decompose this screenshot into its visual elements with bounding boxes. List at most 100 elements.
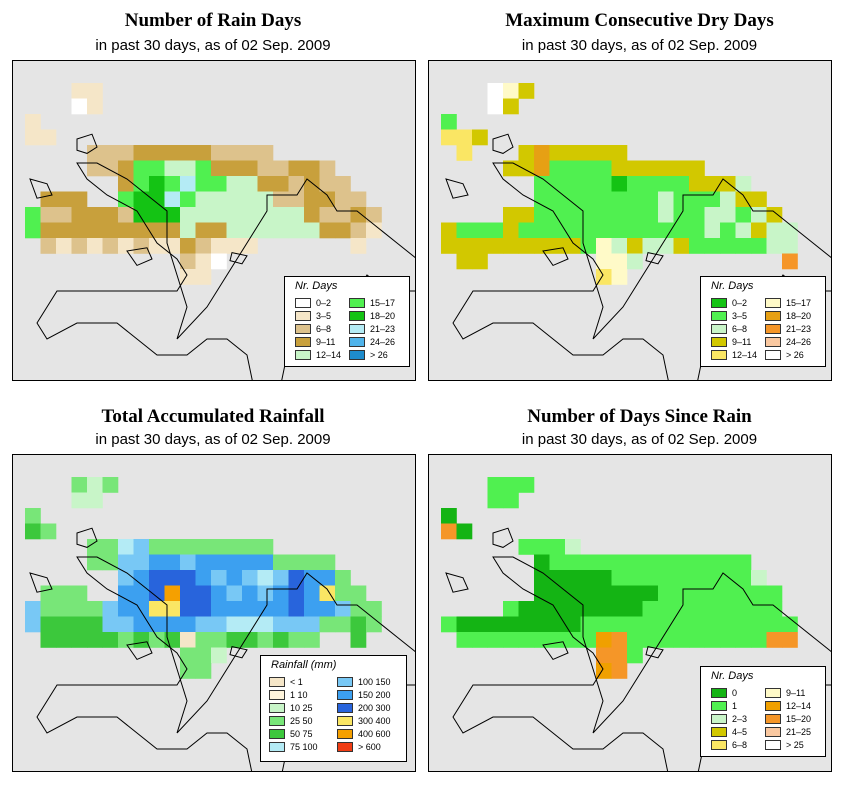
grid-cell [658, 632, 674, 648]
legend-swatch [337, 715, 353, 726]
grid-cell [456, 632, 473, 648]
grid-cell [226, 616, 243, 633]
legend-swatch [295, 297, 311, 308]
grid-cell [25, 601, 41, 617]
grid-cell [782, 616, 798, 633]
legend-item: 1 10 [269, 688, 308, 700]
grid-cell [226, 238, 243, 254]
grid-cell [226, 539, 243, 555]
grid-cell [118, 145, 134, 161]
islet-outline [445, 178, 469, 199]
grid-cell [627, 176, 643, 192]
grid-cell [164, 145, 181, 161]
legend-swatch [295, 323, 311, 334]
legend-swatch [349, 323, 365, 334]
map-svg [441, 83, 831, 380]
grid-cell [288, 191, 305, 208]
grid-cell [25, 207, 41, 223]
grid-cell [689, 601, 705, 617]
grid-cell [195, 601, 212, 617]
grid-cell [580, 160, 597, 177]
legend-swatch [269, 728, 285, 739]
legend-label: 10 25 [290, 702, 313, 713]
legend-label: > 25 [786, 739, 804, 750]
grid-cell [319, 616, 336, 633]
grid-cell [226, 632, 243, 648]
grid-cell [441, 222, 457, 239]
legend-label: 25 50 [290, 715, 313, 726]
legend-swatch [269, 741, 285, 752]
grid-cell [627, 554, 643, 571]
legend: Nr. Days 0–2 3–5 6–8 9–11 12–14 15–17 18… [284, 276, 410, 367]
grid-cell [611, 554, 628, 571]
grid-cell [534, 539, 550, 555]
grid-cell [164, 160, 181, 177]
panel-subtitle: in past 30 days, as of 02 Sep. 2009 [95, 37, 331, 54]
legend-swatch [711, 726, 727, 737]
grid-cell [350, 601, 367, 617]
grid-cell [118, 632, 134, 648]
grid-cell [642, 160, 659, 177]
grid-cell [149, 191, 165, 208]
grid-cell [87, 83, 103, 99]
legend-label: > 26 [786, 349, 804, 360]
legend-label: 3–5 [732, 310, 748, 321]
legend-swatch [295, 310, 311, 321]
grid-cell [304, 554, 320, 571]
grid-cell [211, 176, 227, 192]
grid-cell [503, 601, 519, 617]
grid-cell [689, 632, 705, 648]
grid-cell [87, 492, 103, 509]
legend-item: 15–20 [765, 712, 811, 724]
grid-cell [565, 570, 581, 586]
legend-item: 9–11 [765, 686, 805, 698]
grid-cell [658, 176, 674, 192]
legend-label: < 1 [290, 676, 303, 687]
grid-cell [487, 222, 504, 239]
grid-cell [180, 207, 196, 223]
grid-cell [441, 114, 457, 130]
grid-cell [226, 145, 243, 161]
island-outline [36, 162, 415, 380]
grid-cell [335, 207, 351, 223]
grid-cell [611, 176, 628, 192]
grid-cell [149, 601, 165, 617]
grid-cell [56, 616, 72, 633]
grid-cell [658, 160, 674, 177]
grid-cell [226, 207, 243, 223]
grid-cell [518, 160, 535, 177]
grid-cell [596, 585, 612, 602]
grid-cell [118, 539, 134, 555]
islet-outline [29, 178, 53, 199]
grid-cell [87, 539, 103, 555]
grid-cell [720, 585, 736, 602]
grid-cell [658, 207, 674, 223]
grid-cell [487, 492, 504, 509]
grid-cell [257, 570, 274, 586]
legend-swatch [711, 310, 727, 321]
grid-cell [503, 477, 519, 493]
grid-cell [596, 222, 612, 239]
grid-cell [596, 253, 612, 270]
grid-cell [596, 176, 612, 192]
legend-label: 2–3 [732, 713, 748, 724]
grid-cell [164, 207, 181, 223]
grid-cell [211, 554, 227, 571]
grid-cell [195, 632, 212, 648]
grid-cell [472, 129, 488, 146]
grid-cell [211, 238, 227, 254]
legend-item: > 600 [337, 740, 381, 752]
grid-cell [611, 253, 628, 270]
grid-cell [242, 145, 258, 161]
grid-cell [673, 222, 690, 239]
grid-cell [565, 601, 581, 617]
grid-cell [642, 585, 659, 602]
grid-cell [580, 145, 597, 161]
grid-cell [565, 160, 581, 177]
grid-cell [304, 176, 320, 192]
legend-item: 400 600 [337, 727, 391, 739]
grid-cell [226, 176, 243, 192]
legend-label: 6–8 [316, 323, 332, 334]
legend-label: 50 75 [290, 728, 313, 739]
grid-cell [133, 585, 150, 602]
